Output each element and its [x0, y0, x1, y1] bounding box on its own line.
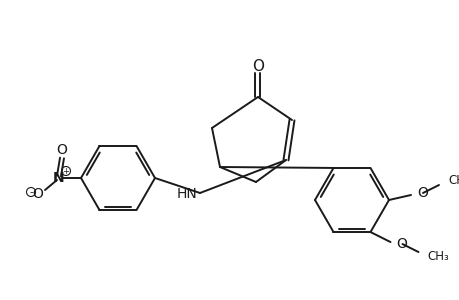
- Text: O: O: [396, 237, 407, 251]
- Text: HN: HN: [176, 187, 196, 201]
- Text: O: O: [56, 143, 67, 157]
- Text: O: O: [416, 186, 427, 200]
- Text: CH₃: CH₃: [426, 250, 448, 262]
- Text: CH₃: CH₃: [447, 175, 459, 188]
- Text: O: O: [252, 58, 263, 74]
- Text: N: N: [53, 171, 65, 185]
- Text: +: +: [62, 167, 69, 176]
- Text: O: O: [33, 187, 43, 201]
- Text: -: -: [29, 187, 33, 197]
